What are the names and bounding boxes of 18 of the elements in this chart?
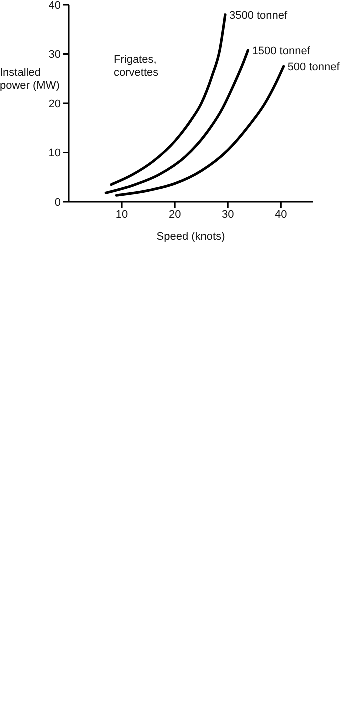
- line-series: [115, 65, 286, 197]
- series-label: 500 tonnef: [288, 62, 341, 74]
- x-tick-label: 10: [116, 208, 128, 221]
- x-tick-label: 30: [222, 208, 234, 221]
- y-tick-label: 10: [48, 148, 61, 160]
- x-tick-label: 20: [168, 208, 182, 221]
- y-axis-title: Installed power (MW): [0, 67, 60, 93]
- series-label: 1500 tonnef: [252, 45, 312, 58]
- line-series: [104, 49, 250, 194]
- annotation: Frigates, corvettes: [114, 54, 160, 80]
- x-axis-title: Speed (knots): [156, 231, 226, 243]
- y-tick-label: 0: [54, 196, 61, 209]
- line-series: [110, 14, 227, 186]
- x-tick-label: 40: [275, 208, 288, 221]
- series-label: 3500 tonnef: [229, 10, 289, 22]
- y-tick-label: 40: [48, 0, 61, 12]
- y-tick-label: 20: [48, 98, 61, 110]
- y-tick-label: 30: [48, 49, 61, 62]
